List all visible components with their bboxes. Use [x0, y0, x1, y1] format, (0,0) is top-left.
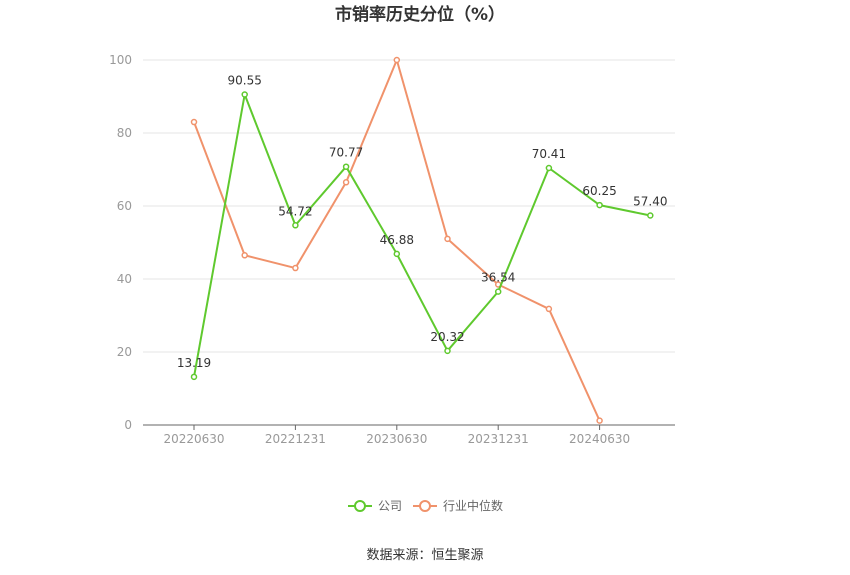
- data-point-industry[interactable]: [190, 118, 198, 126]
- data-point-industry[interactable]: [393, 56, 401, 64]
- data-point-company[interactable]: [494, 288, 502, 295]
- legend[interactable]: 公司 行业中位数: [348, 498, 503, 513]
- y-tick-label: 0: [124, 418, 132, 432]
- data-point-industry[interactable]: [292, 264, 299, 272]
- y-tick-label: 60: [117, 199, 132, 213]
- data-point-company[interactable]: [647, 212, 654, 219]
- series-layer: [190, 56, 654, 424]
- x-tick-label: 20230630: [366, 432, 427, 446]
- data-point-company[interactable]: [190, 373, 198, 381]
- data-point-industry[interactable]: [596, 417, 603, 424]
- data-point-industry[interactable]: [444, 235, 451, 243]
- y-axis: 0 20 40 60 80 100: [109, 53, 132, 432]
- data-point-company[interactable]: [342, 163, 350, 170]
- x-tick-label: 20240630: [569, 432, 630, 446]
- data-label-company: 20.32: [430, 330, 464, 344]
- legend-item-company[interactable]: 公司: [348, 499, 402, 513]
- legend-label-industry: 行业中位数: [443, 498, 503, 513]
- data-label-company: 60.25: [582, 184, 616, 198]
- data-label-company: 13.19: [177, 356, 211, 370]
- y-tick-label: 40: [117, 272, 132, 286]
- data-point-company[interactable]: [545, 164, 553, 172]
- x-tick-label: 20221231: [265, 432, 326, 446]
- y-tick-label: 20: [117, 345, 132, 359]
- data-point-industry[interactable]: [545, 305, 553, 313]
- x-tick-label: 20231231: [468, 432, 529, 446]
- data-point-company[interactable]: [393, 250, 401, 258]
- data-label-company: 36.54: [481, 271, 515, 285]
- data-point-industry[interactable]: [241, 252, 248, 259]
- y-tick-label: 80: [117, 126, 132, 140]
- legend-marker-industry: [419, 500, 431, 512]
- x-tick-label: 20220630: [163, 432, 224, 446]
- data-source: 数据来源：恒生聚源: [366, 548, 483, 563]
- grid: [143, 59, 675, 353]
- data-label-company: 90.55: [228, 73, 262, 87]
- legend-label-company: 公司: [378, 499, 402, 513]
- data-point-company[interactable]: [292, 222, 299, 229]
- legend-marker-company: [354, 500, 366, 512]
- series-line-company: [193, 93, 651, 378]
- data-labels: 13.19 90.55 54.72 70.77 46.88 20.32 36.54 70.41…: [177, 73, 668, 369]
- data-label-company: 54.72: [278, 204, 312, 218]
- chart-title: 市销率历史分位（%）: [335, 4, 505, 25]
- x-axis: 20220630 20221231 20230630 20231231 20240630: [163, 425, 630, 446]
- legend-item-industry[interactable]: 行业中位数: [413, 498, 503, 513]
- data-point-industry[interactable]: [342, 179, 350, 186]
- data-label-company: 57.40: [633, 194, 667, 208]
- y-tick-label: 100: [109, 53, 132, 67]
- data-point-company[interactable]: [444, 347, 451, 355]
- data-point-company[interactable]: [241, 91, 248, 98]
- data-label-company: 70.77: [329, 146, 363, 160]
- data-point-company[interactable]: [596, 201, 603, 209]
- data-label-company: 46.88: [380, 233, 414, 247]
- data-label-company: 70.41: [532, 147, 566, 161]
